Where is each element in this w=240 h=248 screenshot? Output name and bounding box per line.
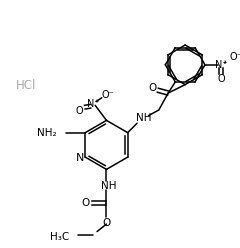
Text: N: N: [76, 153, 85, 163]
Text: HCl: HCl: [16, 79, 36, 92]
Text: O: O: [148, 83, 156, 93]
Text: O⁻: O⁻: [230, 52, 240, 62]
Text: O: O: [82, 198, 90, 208]
Text: NH: NH: [101, 181, 116, 191]
Text: NH₂: NH₂: [37, 128, 57, 138]
Text: N⁺: N⁺: [215, 60, 227, 70]
Text: O⁻: O⁻: [102, 90, 115, 100]
Text: O: O: [75, 106, 83, 116]
Text: NH: NH: [136, 113, 151, 123]
Text: H₃C: H₃C: [49, 232, 69, 242]
Text: O: O: [102, 218, 111, 228]
Text: O: O: [217, 74, 225, 84]
Text: N⁺: N⁺: [87, 99, 100, 109]
